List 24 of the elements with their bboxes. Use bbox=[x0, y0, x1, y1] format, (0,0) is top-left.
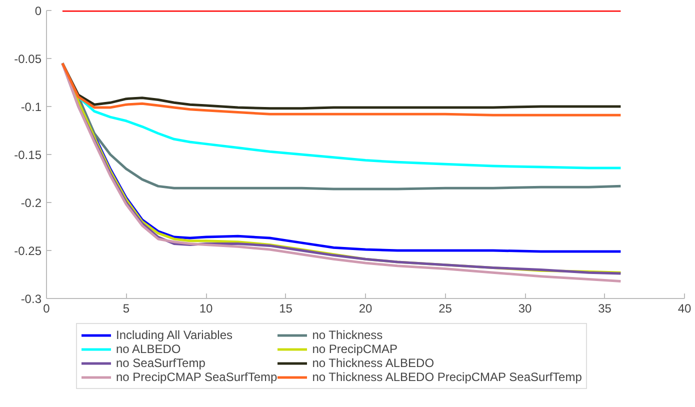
x-tick-label: 40 bbox=[678, 302, 692, 316]
legend-label: no ALBEDO bbox=[116, 342, 181, 356]
y-tick-label: -0.3 bbox=[20, 292, 42, 306]
y-tick-label: -0.15 bbox=[14, 148, 42, 162]
x-tick-label: 0 bbox=[43, 302, 50, 316]
legend-label: no PrecipCMAP bbox=[312, 342, 398, 356]
legend-label: no Thickness ALBEDO bbox=[312, 356, 434, 370]
y-tick-label: -0.1 bbox=[20, 100, 42, 114]
y-tick-label: -0.2 bbox=[20, 196, 42, 210]
legend-label: no PrecipCMAP SeaSurfTemp bbox=[116, 370, 278, 384]
x-tick-label: 10 bbox=[199, 302, 213, 316]
legend-label: no Thickness bbox=[312, 328, 383, 342]
x-tick-label: 20 bbox=[358, 302, 372, 316]
x-tick-label: 25 bbox=[438, 302, 452, 316]
y-tick-label: 0 bbox=[34, 4, 42, 18]
y-tick-label: -0.05 bbox=[14, 52, 42, 66]
y-tick-label: -0.25 bbox=[14, 244, 42, 258]
legend-label: Including All Variables bbox=[116, 328, 233, 342]
x-tick-label: 30 bbox=[518, 302, 532, 316]
x-tick-label: 5 bbox=[122, 302, 130, 316]
legend-label: no Thickness ALBEDO PrecipCMAP SeaSurfTemp bbox=[312, 370, 582, 384]
legend-label: no SeaSurfTemp bbox=[116, 356, 206, 370]
x-tick-label: 35 bbox=[598, 302, 612, 316]
x-tick-label: 15 bbox=[279, 302, 293, 316]
